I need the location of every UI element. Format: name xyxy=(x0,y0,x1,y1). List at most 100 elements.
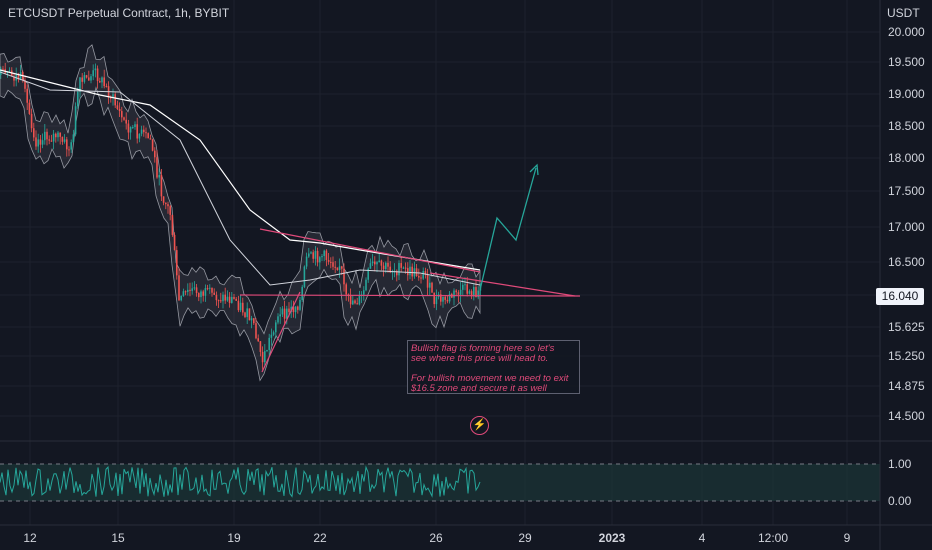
candle-body xyxy=(37,139,39,147)
candle-body xyxy=(288,308,290,313)
candle-body xyxy=(336,267,339,271)
candle-body xyxy=(354,300,356,304)
candle-body xyxy=(376,262,378,265)
candle-body xyxy=(319,257,321,263)
lightning-icon[interactable]: ⚡ xyxy=(470,416,489,435)
upper-trendline xyxy=(259,228,481,273)
candle-body xyxy=(209,287,211,289)
candle-body xyxy=(195,287,198,294)
candle-body xyxy=(407,268,409,276)
candle-body xyxy=(398,263,400,276)
candle-body xyxy=(459,289,462,295)
candle-body xyxy=(162,196,165,203)
candle-body xyxy=(202,291,204,296)
candle-body xyxy=(334,266,336,268)
candle-body xyxy=(470,291,473,297)
moving-average-fast xyxy=(0,71,481,286)
moving-average-slow xyxy=(0,69,481,271)
candle-body xyxy=(374,261,376,265)
candle-body xyxy=(426,274,429,288)
candle-body xyxy=(444,296,446,300)
candle-body xyxy=(8,70,11,72)
candle-body xyxy=(165,202,167,205)
candle-body xyxy=(253,318,255,324)
candle-body xyxy=(264,351,266,363)
candle-body xyxy=(231,297,233,303)
projection-arrowhead xyxy=(529,163,539,176)
candle-body xyxy=(341,266,343,269)
candle-body xyxy=(453,290,455,298)
candle-body xyxy=(435,297,438,305)
candle-body xyxy=(380,260,383,266)
candle-body xyxy=(217,300,220,302)
oscillator-tick: 0.00 xyxy=(888,494,912,508)
candle-body xyxy=(431,282,433,293)
candle-body xyxy=(332,262,334,267)
candle-body xyxy=(81,77,83,82)
candle-body xyxy=(193,287,196,289)
candle-body xyxy=(261,351,264,363)
oscillator-tick: 1.00 xyxy=(888,457,912,471)
candle-body xyxy=(52,133,55,142)
candle-body xyxy=(105,86,108,88)
candle-body xyxy=(363,290,365,295)
price-tick: 20.000 xyxy=(888,25,925,39)
candle-body xyxy=(343,268,345,285)
flag-trendlines xyxy=(239,228,581,373)
candle-body xyxy=(39,139,42,145)
candle-body xyxy=(235,298,237,301)
candle-body xyxy=(466,284,468,294)
price-tick: 18.500 xyxy=(888,119,925,133)
candle-body xyxy=(50,140,53,142)
candle-body xyxy=(266,349,268,352)
candle-body xyxy=(420,277,422,279)
candle-body xyxy=(391,271,394,273)
candle-body xyxy=(200,291,202,298)
candle-body xyxy=(316,250,319,263)
candle-body xyxy=(462,284,464,290)
candle-body xyxy=(90,76,92,81)
candle-body xyxy=(369,263,372,269)
candle-body xyxy=(169,206,171,215)
candle-body xyxy=(182,291,185,296)
price-tick: 15.625 xyxy=(888,320,925,334)
candle-body xyxy=(215,294,218,301)
candle-body xyxy=(83,75,86,82)
candle-body xyxy=(270,334,273,338)
candle-body xyxy=(389,266,391,273)
symbol-title[interactable]: ETCUSDT Perpetual Contract, 1h, BYBIT xyxy=(8,6,230,20)
candle-body xyxy=(292,306,295,313)
candle-body xyxy=(382,265,385,270)
candle-body xyxy=(303,266,306,287)
candle-body xyxy=(277,316,279,323)
current-price-badge: 16.040 xyxy=(876,288,924,305)
candle-body xyxy=(79,77,81,92)
time-tick: 15 xyxy=(111,531,125,545)
candle-body xyxy=(176,250,178,276)
candle-body xyxy=(228,296,231,303)
candle-body xyxy=(101,77,103,83)
candle-body xyxy=(61,136,64,142)
candle-body xyxy=(279,314,281,317)
price-tick: 14.500 xyxy=(888,409,925,423)
candle-body xyxy=(70,142,72,150)
candle-body xyxy=(46,131,48,140)
candle-body xyxy=(281,308,284,315)
candle-body xyxy=(206,288,209,290)
candle-body xyxy=(259,341,262,352)
candle-body xyxy=(325,250,328,260)
candle-body xyxy=(297,306,299,310)
candle-body xyxy=(204,288,207,296)
candle-body xyxy=(99,81,101,83)
candle-body xyxy=(96,68,99,82)
candle-body xyxy=(411,266,413,277)
candle-body xyxy=(356,303,358,305)
candle-body xyxy=(402,267,405,269)
currency-label[interactable]: USDT xyxy=(887,6,920,20)
annotation-note[interactable]: Bullish flag is forming here so let's se… xyxy=(407,340,580,394)
candle-body xyxy=(257,338,259,342)
time-tick: 9 xyxy=(844,531,851,545)
candle-body xyxy=(35,137,37,147)
candle-body xyxy=(312,252,314,259)
